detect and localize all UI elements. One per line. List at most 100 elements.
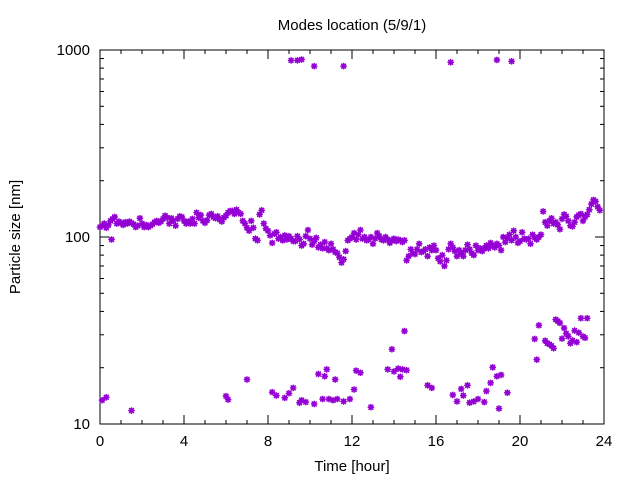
data-point bbox=[487, 379, 495, 387]
data-point bbox=[352, 236, 360, 243]
data-point bbox=[506, 231, 513, 238]
data-point bbox=[424, 381, 432, 389]
data-point bbox=[193, 209, 200, 217]
data-point bbox=[533, 356, 541, 363]
data-point bbox=[296, 236, 303, 243]
data-point bbox=[403, 366, 411, 374]
data-point bbox=[556, 319, 564, 327]
data-point bbox=[285, 389, 293, 397]
data-point bbox=[356, 226, 364, 234]
data-point bbox=[111, 213, 119, 221]
data-point bbox=[268, 239, 276, 247]
data-point bbox=[350, 386, 358, 393]
data-point bbox=[571, 218, 579, 226]
data-point bbox=[461, 246, 469, 254]
data-point bbox=[331, 376, 339, 383]
data-point bbox=[293, 56, 301, 64]
data-point bbox=[333, 395, 341, 403]
data-point bbox=[172, 222, 179, 230]
data-point bbox=[531, 335, 539, 343]
data-point bbox=[577, 210, 585, 218]
data-point bbox=[583, 314, 591, 322]
data-point bbox=[424, 252, 432, 260]
chart-title: Modes location (5/9/1) bbox=[278, 17, 426, 34]
data-point bbox=[472, 242, 480, 249]
data-point bbox=[243, 376, 251, 383]
data-point bbox=[249, 224, 257, 232]
data-point bbox=[189, 215, 196, 223]
y-tick-label: 10 bbox=[73, 416, 90, 433]
data-point bbox=[493, 56, 501, 64]
data-point bbox=[289, 384, 297, 392]
data-point bbox=[258, 206, 266, 214]
data-point bbox=[102, 393, 110, 401]
data-point bbox=[453, 398, 461, 405]
x-tick-label: 24 bbox=[596, 433, 613, 450]
data-point bbox=[354, 231, 362, 238]
data-point bbox=[495, 405, 503, 412]
data-point bbox=[300, 240, 308, 248]
data-point bbox=[537, 231, 545, 238]
data-point bbox=[401, 327, 408, 335]
data-point bbox=[575, 329, 583, 337]
data-point bbox=[260, 220, 268, 227]
data-point bbox=[558, 335, 566, 343]
data-point bbox=[203, 216, 211, 224]
data-point bbox=[335, 253, 343, 261]
data-point bbox=[503, 389, 511, 397]
data-point bbox=[485, 244, 492, 252]
data-point bbox=[321, 238, 329, 246]
data-point bbox=[470, 251, 478, 259]
data-point bbox=[508, 57, 516, 65]
data-point bbox=[298, 56, 306, 63]
data-point bbox=[583, 211, 591, 218]
data-point bbox=[98, 396, 106, 404]
data-point bbox=[508, 236, 516, 244]
data-point bbox=[298, 396, 306, 404]
data-point bbox=[325, 395, 333, 403]
data-point bbox=[516, 237, 524, 245]
data-point bbox=[573, 338, 581, 346]
x-tick-label: 0 bbox=[96, 433, 104, 450]
data-point bbox=[428, 384, 436, 392]
data-point bbox=[237, 210, 245, 218]
data-point bbox=[497, 371, 505, 379]
data-point bbox=[432, 246, 440, 254]
data-point bbox=[562, 212, 570, 220]
data-point bbox=[325, 246, 333, 254]
data-point bbox=[474, 395, 482, 403]
data-point bbox=[556, 225, 564, 233]
data-point bbox=[319, 395, 327, 403]
data-point bbox=[342, 247, 350, 255]
data-point bbox=[510, 227, 518, 235]
data-point bbox=[489, 363, 497, 371]
data-point bbox=[401, 236, 408, 244]
data-point bbox=[571, 327, 579, 334]
data-point bbox=[340, 255, 348, 263]
data-point bbox=[348, 233, 356, 241]
data-point bbox=[254, 236, 261, 244]
data-point bbox=[457, 385, 465, 393]
data-point bbox=[466, 245, 474, 253]
x-tick-label: 8 bbox=[264, 433, 272, 450]
data-point bbox=[314, 370, 322, 378]
data-point bbox=[165, 220, 173, 227]
data-point bbox=[323, 365, 331, 373]
x-tick-label: 12 bbox=[344, 433, 361, 450]
data-point bbox=[436, 258, 444, 265]
data-point bbox=[384, 365, 392, 373]
y-axis-label: Particle size [nm] bbox=[7, 180, 24, 294]
data-point bbox=[388, 345, 396, 353]
data-point bbox=[581, 334, 589, 342]
data-point bbox=[443, 256, 450, 264]
data-point bbox=[310, 237, 318, 245]
data-point bbox=[245, 227, 253, 235]
data-point bbox=[577, 314, 585, 322]
data-point bbox=[495, 242, 503, 249]
data-point bbox=[367, 403, 375, 411]
data-point bbox=[327, 240, 335, 248]
data-point bbox=[543, 222, 551, 230]
data-point bbox=[310, 400, 318, 408]
data-point bbox=[191, 220, 198, 227]
